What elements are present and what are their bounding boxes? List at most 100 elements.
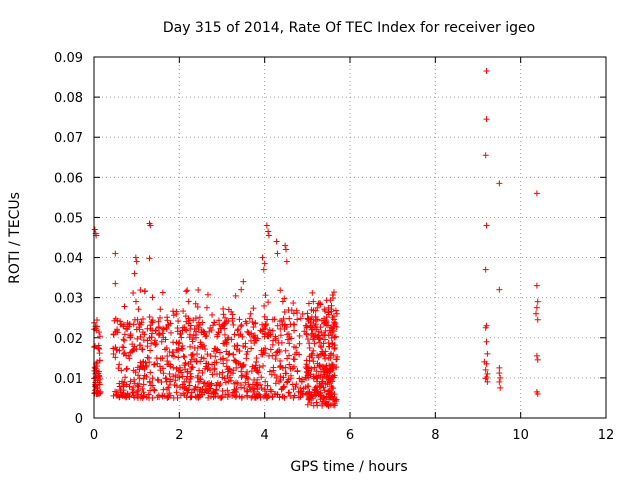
data-point bbox=[273, 238, 280, 245]
data-point bbox=[306, 353, 313, 360]
data-point bbox=[157, 306, 164, 313]
data-point bbox=[244, 328, 251, 335]
data-point bbox=[177, 330, 184, 337]
data-point bbox=[220, 360, 227, 367]
data-point bbox=[328, 361, 335, 368]
data-point bbox=[306, 340, 313, 347]
data-point bbox=[221, 340, 228, 347]
data-point bbox=[139, 346, 146, 353]
data-point bbox=[185, 298, 192, 305]
data-point bbox=[267, 346, 274, 353]
data-point bbox=[332, 320, 339, 327]
data-point bbox=[217, 380, 224, 387]
data-point bbox=[249, 363, 256, 370]
data-point bbox=[187, 331, 194, 338]
data-point bbox=[148, 334, 155, 341]
data-point bbox=[155, 323, 162, 330]
data-point bbox=[164, 353, 171, 360]
data-point bbox=[250, 305, 257, 312]
data-point bbox=[96, 357, 103, 364]
data-point bbox=[276, 347, 283, 354]
data-point bbox=[176, 364, 183, 371]
data-point bbox=[331, 344, 338, 351]
data-point bbox=[170, 349, 177, 356]
data-point bbox=[238, 394, 245, 401]
data-point bbox=[187, 358, 194, 365]
data-point bbox=[95, 344, 102, 351]
data-point bbox=[223, 357, 230, 364]
y-tick-label: 0.07 bbox=[54, 131, 83, 146]
data-point bbox=[187, 322, 194, 329]
data-point bbox=[256, 364, 263, 371]
data-point bbox=[137, 363, 144, 370]
data-point bbox=[173, 311, 180, 318]
x-tick-label: 12 bbox=[598, 428, 615, 443]
data-point bbox=[325, 311, 332, 318]
data-point bbox=[266, 326, 273, 333]
data-point bbox=[180, 353, 187, 360]
data-point bbox=[333, 310, 340, 317]
data-point bbox=[229, 311, 236, 318]
data-point bbox=[141, 366, 148, 373]
data-point bbox=[534, 356, 541, 363]
data-point bbox=[116, 394, 123, 401]
data-point bbox=[296, 340, 303, 347]
data-point bbox=[309, 350, 316, 357]
data-point bbox=[310, 336, 317, 343]
data-point bbox=[329, 373, 336, 380]
data-point bbox=[156, 332, 163, 339]
y-tick-label: 0.02 bbox=[54, 332, 83, 347]
data-point bbox=[321, 319, 328, 326]
data-point bbox=[154, 394, 161, 401]
data-point bbox=[220, 305, 227, 312]
data-point bbox=[121, 331, 128, 338]
data-point bbox=[209, 371, 216, 378]
data-point bbox=[110, 350, 117, 357]
data-point bbox=[310, 402, 317, 409]
data-point bbox=[195, 324, 202, 331]
data-point bbox=[154, 376, 161, 383]
data-point bbox=[202, 346, 209, 353]
data-point bbox=[164, 386, 171, 393]
data-point bbox=[129, 389, 136, 396]
data-point bbox=[153, 340, 160, 347]
data-point bbox=[287, 372, 294, 379]
data-point bbox=[264, 394, 271, 401]
data-point bbox=[140, 358, 147, 365]
data-point bbox=[258, 385, 265, 392]
data-point bbox=[242, 379, 249, 386]
x-tick-label: 2 bbox=[175, 428, 183, 443]
data-point bbox=[290, 310, 297, 317]
data-point bbox=[304, 364, 311, 371]
y-tick-label: 0.03 bbox=[54, 292, 83, 307]
x-tick-label: 0 bbox=[90, 428, 98, 443]
data-point bbox=[148, 318, 155, 325]
data-point bbox=[162, 375, 169, 382]
data-point bbox=[234, 327, 241, 334]
data-point bbox=[310, 333, 317, 340]
data-point bbox=[187, 343, 194, 350]
data-point bbox=[124, 365, 131, 372]
data-point bbox=[305, 374, 312, 381]
data-point bbox=[321, 373, 328, 380]
data-point bbox=[321, 394, 328, 401]
data-point bbox=[483, 360, 490, 367]
x-tick-label: 8 bbox=[431, 428, 439, 443]
data-point bbox=[277, 377, 284, 384]
data-point bbox=[182, 313, 189, 320]
data-point bbox=[497, 374, 504, 381]
data-point bbox=[158, 338, 165, 345]
data-point bbox=[167, 329, 174, 336]
data-point bbox=[326, 362, 333, 369]
data-point bbox=[295, 394, 302, 401]
data-point bbox=[317, 343, 324, 350]
data-point bbox=[110, 345, 117, 352]
data-point bbox=[130, 289, 137, 296]
data-point bbox=[253, 381, 260, 388]
data-point bbox=[318, 400, 325, 407]
data-point bbox=[117, 318, 124, 325]
data-point bbox=[259, 254, 266, 261]
data-point bbox=[269, 341, 276, 348]
data-point bbox=[202, 386, 209, 393]
